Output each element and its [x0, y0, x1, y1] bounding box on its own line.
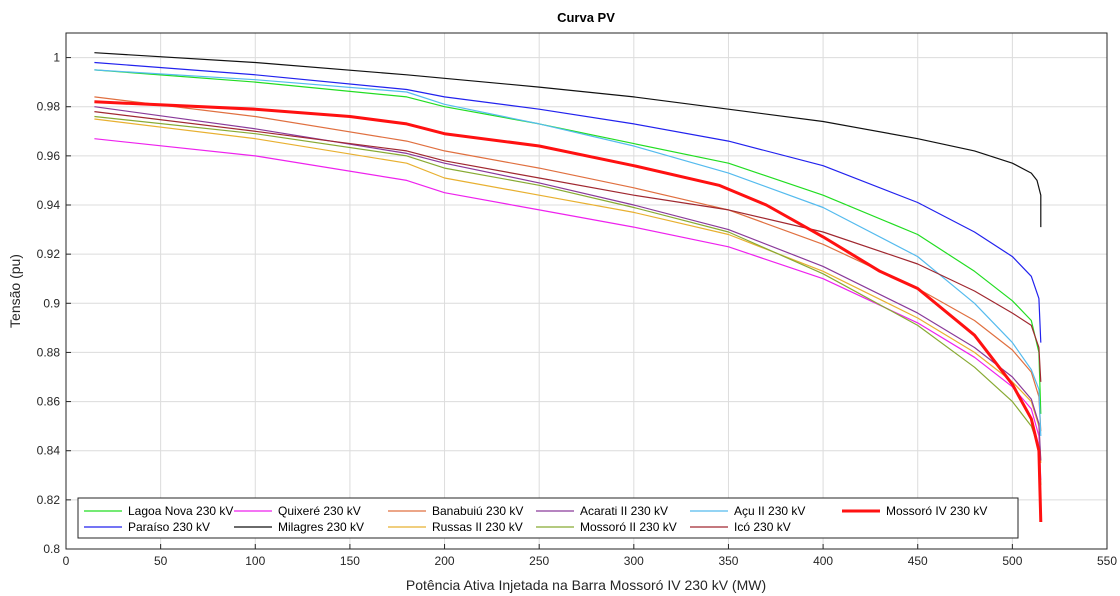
plot-frame — [65, 32, 1108, 550]
x-tick-label: 500 — [1002, 554, 1022, 568]
x-tick-label: 0 — [63, 554, 70, 568]
y-tick-label: 0.86 — [37, 395, 61, 409]
series-line-milagres-230-kv — [94, 52, 1042, 228]
x-axis-label: Potência Ativa Injetada na Barra Mossoró… — [406, 577, 766, 593]
tick-labels: 0 50 100 150 200 250 300 350 400 450 500 550 0.8 0.82… — [37, 51, 1118, 568]
series-line-acu-ii-230-kv — [94, 69, 1042, 437]
legend-label: Banabuiú 230 kV — [432, 504, 523, 518]
y-tick-label: 0.94 — [37, 198, 61, 212]
y-tick-label: 0.8 — [43, 542, 60, 556]
x-tick-label: 250 — [529, 554, 549, 568]
legend-label: Açu II 230 kV — [734, 504, 805, 518]
y-tick-label: 0.96 — [37, 149, 61, 163]
legend-box — [77, 497, 1019, 539]
x-tick-label: 400 — [813, 554, 833, 568]
series-line-banabuiu-230-kv — [94, 96, 1042, 432]
plot-background — [66, 33, 1107, 549]
x-tick-label: 450 — [908, 554, 928, 568]
series-line-mossoro-iv-230-kv — [94, 100, 1043, 523]
x-tick-label: 150 — [340, 554, 360, 568]
legend-label: Icó 230 kV — [734, 520, 791, 534]
legend-label: Milagres 230 kV — [278, 520, 364, 534]
legend-label: Lagoa Nova 230 kV — [128, 504, 233, 518]
y-tick-label: 0.84 — [37, 444, 61, 458]
series-line-quixere-230-kv — [94, 138, 1042, 481]
y-tick-label: 0.92 — [37, 247, 61, 261]
legend-label: Acarati II 230 kV — [580, 504, 668, 518]
y-tick-label: 0.98 — [37, 100, 61, 114]
x-tick-label: 200 — [435, 554, 455, 568]
y-tick-label: 0.82 — [37, 493, 61, 507]
legend-label: Quixeré 230 kV — [278, 504, 361, 518]
x-tick-label: 100 — [245, 554, 265, 568]
y-tick-label: 0.9 — [43, 296, 60, 310]
y-tick-label: 0.88 — [37, 345, 61, 359]
x-tick-label: 50 — [154, 554, 168, 568]
series-line-paraiso-230-kv — [94, 61, 1042, 343]
series-group — [94, 52, 1043, 523]
x-tick-label: 350 — [718, 554, 738, 568]
y-axis-label: Tensão (pu) — [7, 254, 23, 328]
x-tick-label: 300 — [624, 554, 644, 568]
series-line-ico-230-kv — [94, 111, 1042, 382]
series-line-mossoro-ii-230-kv — [94, 115, 1042, 486]
legend-label: Mossoró IV 230 kV — [886, 504, 987, 518]
y-tick-label: 1 — [53, 51, 60, 65]
legend: Lagoa Nova 230 kV Quixeré 230 kV Banabuiú … — [77, 497, 1019, 539]
legend-label: Paraíso 230 kV — [128, 520, 210, 534]
series-line-lagoa-nova-230-kv — [94, 69, 1042, 414]
legend-label: Mossoró II 230 kV — [580, 520, 677, 534]
legend-label: Russas II 230 kV — [432, 520, 523, 534]
series-line-acarati-ii-230-kv — [94, 106, 1042, 461]
chart-title: Curva PV — [557, 10, 615, 25]
x-tick-label: 550 — [1097, 554, 1117, 568]
